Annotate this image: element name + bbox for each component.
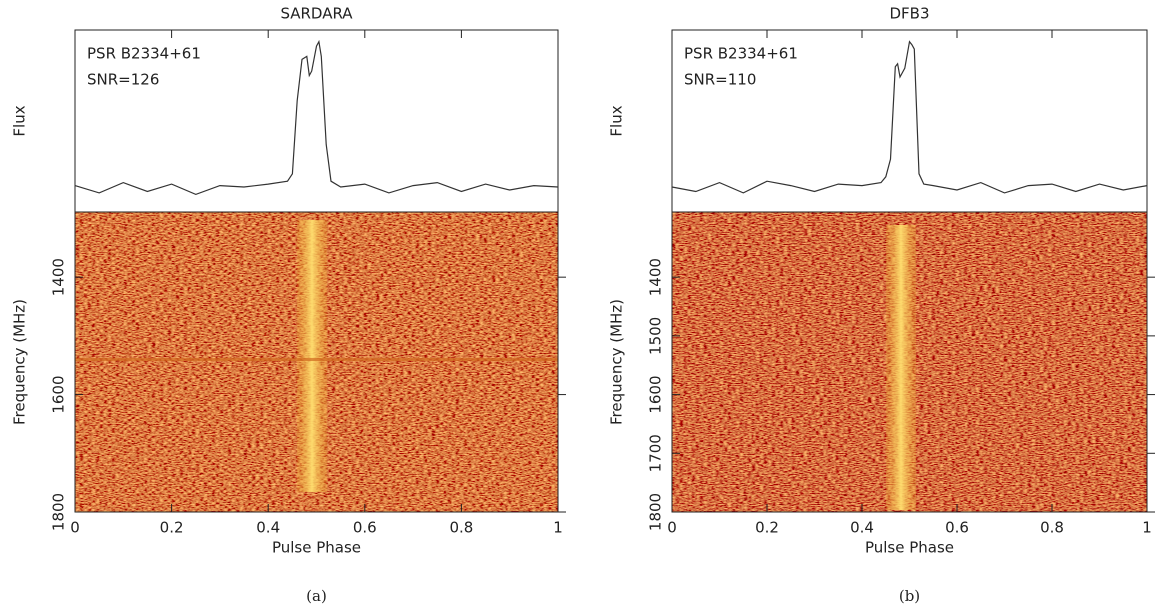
x-tick-label: 0 (70, 519, 80, 537)
annotation: PSR B2334+61 (684, 45, 798, 63)
y-tick-label: 1600 (50, 375, 68, 413)
x-tick-label: 1 (1142, 519, 1152, 537)
x-tick-label: 0.4 (256, 519, 280, 537)
chart-title: DFB3 (889, 5, 929, 23)
y-tick-label: 1800 (50, 493, 68, 531)
x-tick-label: 0 (667, 519, 677, 537)
x-tick-label: 0.2 (160, 519, 184, 537)
y-axis-label: Frequency (MHz) (11, 299, 29, 425)
y-tick-label: 1700 (647, 434, 665, 472)
x-tick-label: 0.8 (1040, 519, 1064, 537)
profile-line (671, 40, 1148, 194)
y-axis-label: Frequency (MHz) (608, 299, 626, 425)
pulse-stripe (886, 225, 916, 510)
x-tick-label: 0.6 (945, 519, 969, 537)
y-tick-label: 1400 (50, 258, 68, 296)
waterfall-frame (74, 211, 559, 513)
y-axis-label: Flux (11, 105, 29, 136)
annotation: PSR B2334+61 (87, 45, 201, 63)
caption: (a) (306, 587, 327, 605)
profile-line (74, 39, 559, 196)
annotation: SNR=126 (87, 71, 159, 89)
x-tick-label: 0.8 (449, 519, 473, 537)
x-axis-label: Pulse Phase (865, 539, 954, 557)
x-tick-label: 0.6 (353, 519, 377, 537)
y-axis-label: Flux (608, 105, 626, 136)
annotation: SNR=110 (684, 71, 756, 89)
rfi-line (75, 358, 558, 361)
x-tick-label: 0.2 (755, 519, 779, 537)
pulse-stripe (297, 220, 327, 492)
caption: (b) (899, 587, 920, 605)
y-tick-label: 1400 (647, 258, 665, 296)
y-tick-label: 1600 (647, 375, 665, 413)
waterfall-frame (671, 211, 1148, 513)
chart-title: SARDARA (280, 5, 353, 23)
x-tick-label: 0.4 (850, 519, 874, 537)
x-tick-label: 1 (553, 519, 563, 537)
y-tick-label: 1500 (647, 317, 665, 355)
x-axis-label: Pulse Phase (272, 539, 361, 557)
y-tick-label: 1800 (647, 493, 665, 531)
